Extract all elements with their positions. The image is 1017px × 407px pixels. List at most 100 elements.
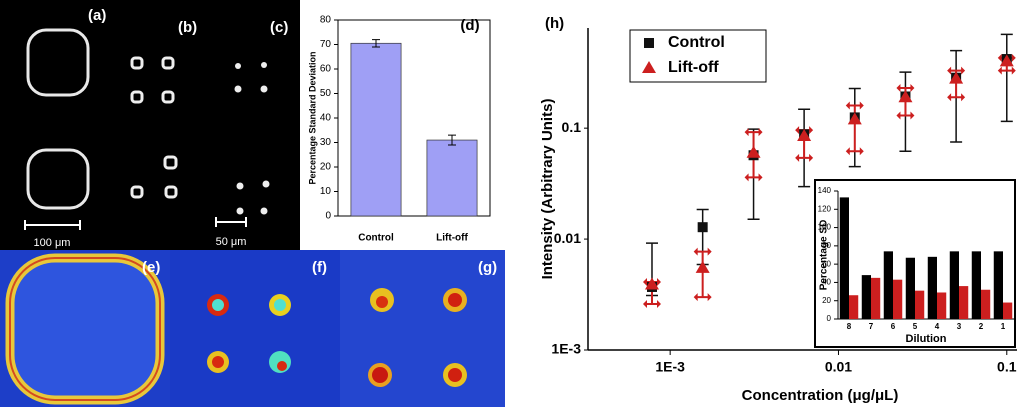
chart-title: (h) — [545, 15, 564, 32]
legend-label: Control — [668, 34, 725, 51]
x-tick-label: 7 — [869, 322, 874, 331]
point — [746, 145, 761, 158]
y-tick-label: 30 — [320, 137, 332, 148]
scale-label: 50 μm — [216, 236, 247, 248]
y-tick-label: 80 — [320, 15, 332, 26]
chart-title: (d) — [460, 17, 479, 34]
panel-label: (f) — [312, 259, 327, 276]
x-tick-label: Lift-off — [436, 233, 468, 244]
point — [999, 54, 1014, 67]
legend-marker — [644, 38, 654, 48]
y-tick-label: 0.1 — [562, 119, 582, 135]
legend-marker — [642, 61, 656, 73]
error-bar — [1000, 33, 1013, 123]
ring — [26, 148, 90, 210]
point — [797, 128, 812, 141]
bar — [927, 256, 937, 319]
bar — [937, 292, 947, 319]
point — [847, 112, 862, 125]
x-tick-label: 0.1 — [997, 359, 1017, 375]
x-tick-label: Control — [358, 233, 394, 244]
y-tick-label: 120 — [818, 204, 832, 213]
bar — [426, 139, 478, 217]
x-tick-label: 8 — [847, 322, 852, 331]
bar — [915, 290, 925, 319]
panel-label: (a) — [88, 7, 106, 24]
panel-label: (b) — [178, 19, 197, 36]
bar — [905, 257, 915, 319]
bar — [861, 275, 871, 319]
bar — [1003, 302, 1013, 319]
error-cap — [642, 278, 661, 287]
error-bar — [848, 104, 861, 153]
point — [695, 260, 710, 273]
dots — [234, 62, 270, 215]
blobs — [207, 288, 467, 387]
bar — [981, 289, 991, 319]
ring — [9, 257, 161, 401]
panel-label: (g) — [478, 259, 497, 276]
x-axis-label: Dilution — [906, 333, 947, 345]
y-tick-label: 0.01 — [554, 230, 581, 246]
error-cap — [947, 66, 966, 75]
y-axis-label: Percentage SD — [819, 220, 830, 291]
point — [644, 277, 659, 290]
error-cap — [896, 84, 915, 93]
panel-label: (e) — [142, 259, 160, 276]
y-tick-label: 40 — [320, 113, 332, 124]
y-tick-label: 1E-3 — [551, 341, 581, 357]
scale-label: 100 μm — [34, 237, 71, 249]
error-cap — [795, 153, 814, 162]
bar — [871, 277, 881, 319]
bar — [993, 251, 1003, 319]
bar — [959, 286, 969, 319]
y-tick-label: 10 — [320, 186, 332, 197]
y-tick-label: 60 — [320, 64, 332, 75]
error-cap — [947, 93, 966, 102]
scale-bar — [24, 217, 247, 230]
x-tick-label: 1E-3 — [655, 359, 685, 375]
image-panel — [340, 250, 505, 407]
error-cap — [795, 126, 814, 135]
bar — [949, 251, 959, 319]
y-tick-label: 60 — [822, 259, 831, 268]
x-tick-label: 0.01 — [825, 359, 852, 375]
y-tick-label: 100 — [818, 223, 832, 232]
x-tick-label: 3 — [957, 322, 962, 331]
y-tick-label: 20 — [822, 296, 831, 305]
bar — [849, 295, 859, 319]
legend-label: Lift-off — [668, 59, 719, 76]
ring — [5, 253, 165, 405]
point — [898, 90, 913, 103]
point — [697, 222, 708, 233]
error-bar — [372, 39, 380, 48]
error-cap — [845, 101, 864, 110]
y-tick-label: 70 — [320, 39, 332, 50]
error-cap — [744, 128, 763, 137]
bar — [350, 42, 402, 217]
y-tick-label: 20 — [320, 162, 332, 173]
x-tick-label: 2 — [979, 322, 984, 331]
y-axis-label: Intensity (Arbitrary Units) — [539, 99, 556, 280]
x-tick-label: 5 — [913, 322, 918, 331]
point — [949, 71, 964, 84]
y-tick-label: 40 — [822, 278, 831, 287]
bar — [971, 251, 981, 319]
x-tick-label: 4 — [935, 322, 940, 331]
y-tick-label: 140 — [818, 186, 832, 195]
error-cap — [997, 53, 1016, 62]
y-axis-label: Percentage Standard Deviation — [307, 51, 317, 184]
error-cap — [744, 173, 763, 182]
spots — [130, 56, 178, 199]
error-cap — [693, 247, 712, 256]
y-tick-label: 0 — [325, 211, 331, 222]
error-cap — [845, 147, 864, 156]
error-cap — [693, 293, 712, 302]
y-tick-label: 80 — [822, 241, 831, 250]
panel-label: (c) — [270, 19, 288, 36]
image-panel — [170, 250, 340, 407]
y-tick-label: 50 — [320, 88, 332, 99]
error-cap — [997, 66, 1016, 75]
ring — [26, 28, 90, 97]
error-cap — [642, 299, 661, 308]
